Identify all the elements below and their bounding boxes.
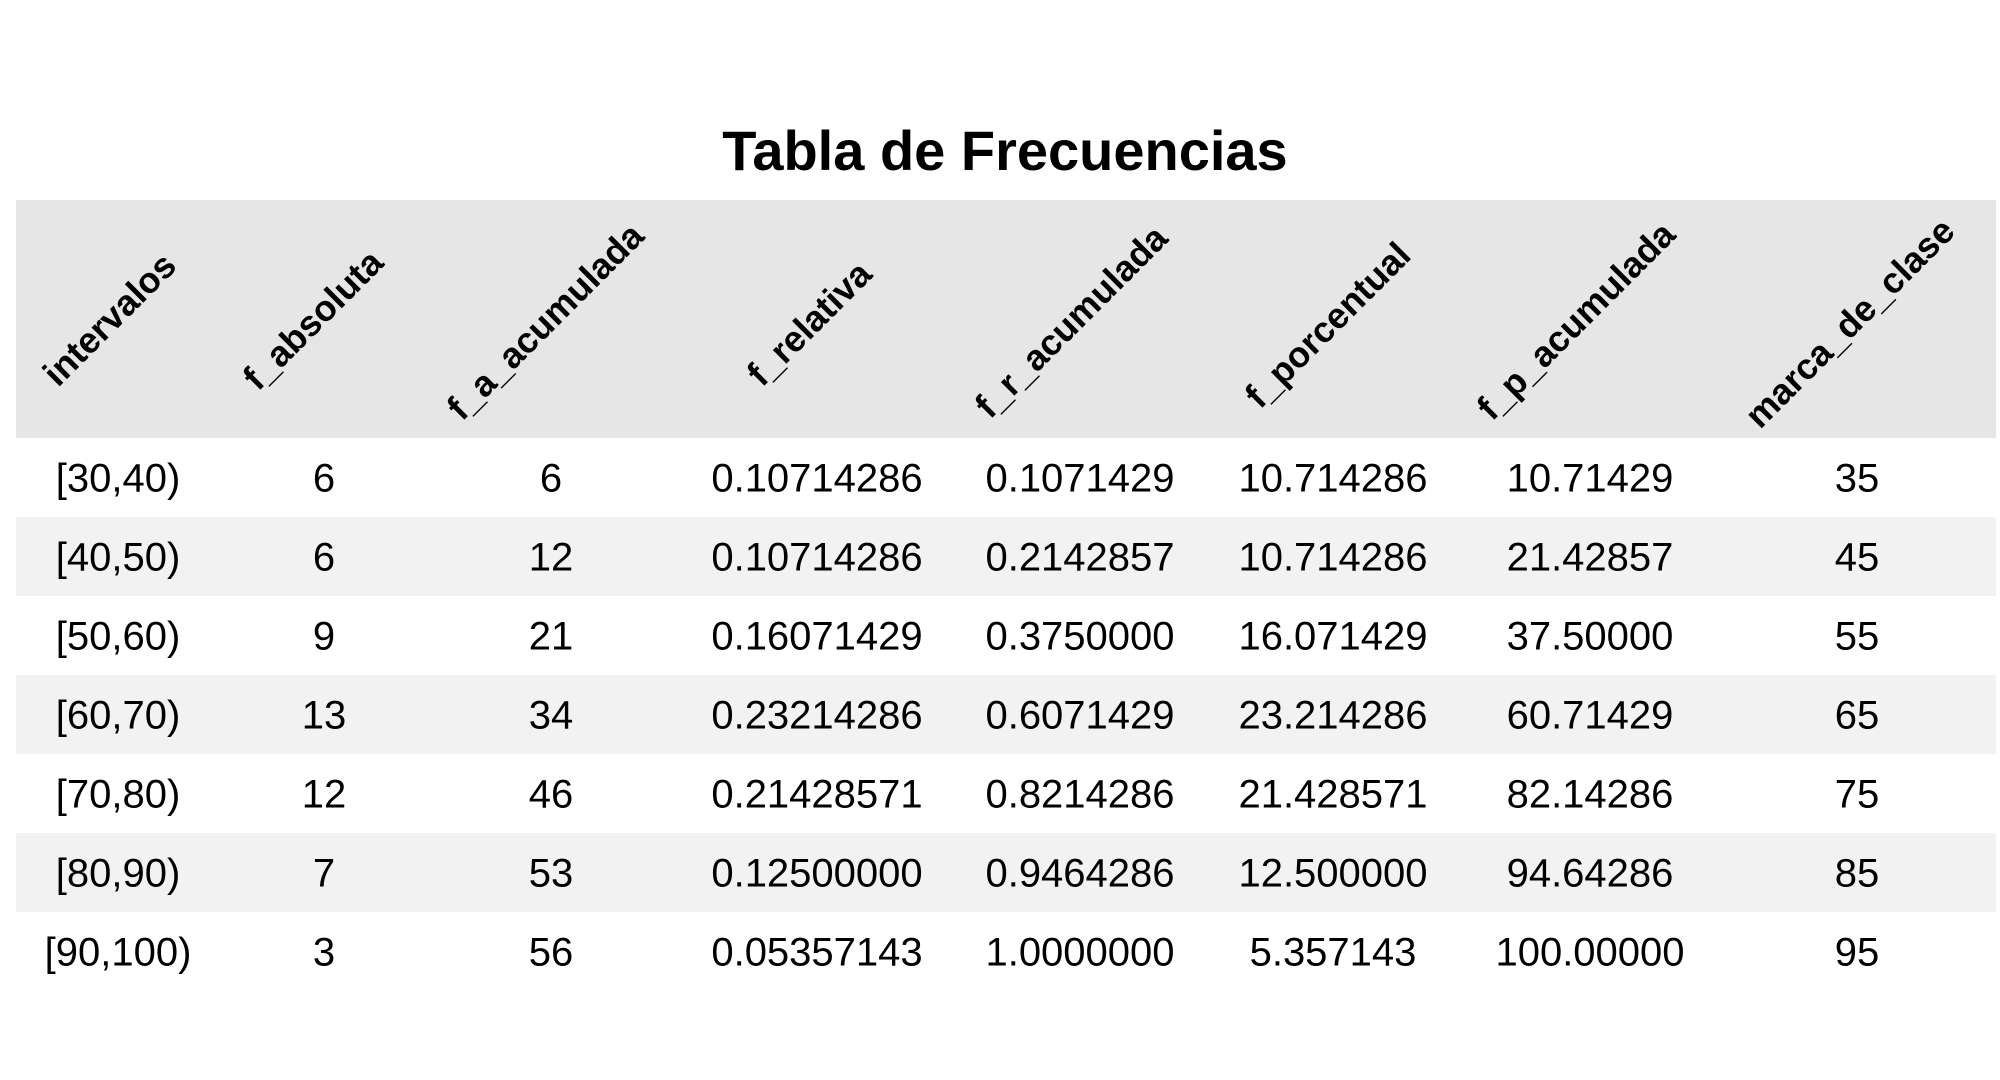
cell-f-p-acumulada: 21.42857 — [1507, 536, 1674, 580]
cell-f-relativa: 0.12500000 — [711, 852, 922, 896]
cell-f-p-acumulada: 100.00000 — [1495, 931, 1684, 975]
cell-f-p-acumulada: 60.71429 — [1507, 694, 1674, 738]
cell-f-p-acumulada: 82.14286 — [1507, 773, 1674, 817]
row-background — [16, 754, 1996, 833]
cell-intervalos: [30,40) — [56, 457, 181, 501]
cell-f-p-acumulada: 37.50000 — [1507, 615, 1674, 659]
row-background — [16, 675, 1996, 754]
table-row: [40,50) 6 12 0.10714286 0.2142857 10.714286 21… — [16, 517, 1996, 596]
cell-f-porcentual: 12.500000 — [1238, 852, 1427, 896]
cell-f-p-acumulada: 10.71429 — [1507, 457, 1674, 501]
cell-marca-de-clase: 35 — [1835, 457, 1880, 501]
table-row: [90,100) 3 56 0.05357143 1.0000000 5.357143 10… — [16, 912, 1996, 991]
cell-f-a-acumulada: 46 — [529, 773, 574, 817]
cell-f-a-acumulada: 6 — [540, 457, 562, 501]
cell-intervalos: [70,80) — [56, 773, 181, 817]
cell-f-absoluta: 6 — [313, 457, 335, 501]
cell-f-p-acumulada: 94.64286 — [1507, 852, 1674, 896]
cell-f-relativa: 0.21428571 — [711, 773, 922, 817]
cell-intervalos: [80,90) — [56, 852, 181, 896]
cell-f-r-acumulada: 1.0000000 — [985, 931, 1174, 975]
cell-f-r-acumulada: 0.3750000 — [985, 615, 1174, 659]
cell-f-r-acumulada: 0.2142857 — [985, 536, 1174, 580]
cell-f-r-acumulada: 0.8214286 — [985, 773, 1174, 817]
table-row: [60,70) 13 34 0.23214286 0.6071429 23.214286 6… — [16, 675, 1996, 754]
row-background — [16, 596, 1996, 675]
cell-f-relativa: 0.05357143 — [711, 931, 922, 975]
table-body: [30,40) 6 6 0.10714286 0.1071429 10.714286 10.… — [16, 438, 1996, 991]
row-background — [16, 833, 1996, 912]
cell-f-relativa: 0.10714286 — [711, 457, 922, 501]
cell-intervalos: [40,50) — [56, 536, 181, 580]
table-row: [50,60) 9 21 0.16071429 0.3750000 16.071429 37… — [16, 596, 1996, 675]
cell-f-relativa: 0.10714286 — [711, 536, 922, 580]
cell-f-relativa: 0.23214286 — [711, 694, 922, 738]
cell-f-absoluta: 3 — [313, 931, 335, 975]
table-title: Tabla de Frecuencias — [722, 119, 1287, 182]
cell-f-porcentual: 10.714286 — [1238, 457, 1427, 501]
cell-f-r-acumulada: 0.1071429 — [985, 457, 1174, 501]
cell-intervalos: [50,60) — [56, 615, 181, 659]
row-background — [16, 517, 1996, 596]
cell-f-porcentual: 21.428571 — [1238, 773, 1427, 817]
cell-marca-de-clase: 95 — [1835, 931, 1880, 975]
cell-intervalos: [60,70) — [56, 694, 181, 738]
cell-f-absoluta: 9 — [313, 615, 335, 659]
cell-intervalos: [90,100) — [45, 931, 192, 975]
row-background — [16, 438, 1996, 517]
cell-marca-de-clase: 55 — [1835, 615, 1880, 659]
cell-marca-de-clase: 85 — [1835, 852, 1880, 896]
cell-f-porcentual: 10.714286 — [1238, 536, 1427, 580]
table-row: [80,90) 7 53 0.12500000 0.9464286 12.500000 94… — [16, 833, 1996, 912]
cell-marca-de-clase: 45 — [1835, 536, 1880, 580]
cell-f-a-acumulada: 12 — [529, 536, 574, 580]
cell-f-absoluta: 13 — [302, 694, 347, 738]
cell-f-a-acumulada: 56 — [529, 931, 574, 975]
cell-f-a-acumulada: 21 — [529, 615, 574, 659]
cell-f-absoluta: 7 — [313, 852, 335, 896]
cell-f-porcentual: 23.214286 — [1238, 694, 1427, 738]
cell-marca-de-clase: 75 — [1835, 773, 1880, 817]
cell-f-porcentual: 16.071429 — [1238, 615, 1427, 659]
table-header: intervalos f_absoluta f_a_acumulada f_relat… — [16, 200, 1996, 438]
header-background — [16, 200, 1996, 438]
cell-f-porcentual: 5.357143 — [1250, 931, 1417, 975]
row-background — [16, 912, 1996, 991]
table-row: [70,80) 12 46 0.21428571 0.8214286 21.428571 8… — [16, 754, 1996, 833]
cell-f-relativa: 0.16071429 — [711, 615, 922, 659]
cell-f-a-acumulada: 34 — [529, 694, 574, 738]
cell-f-absoluta: 6 — [313, 536, 335, 580]
cell-marca-de-clase: 65 — [1835, 694, 1880, 738]
table-row: [30,40) 6 6 0.10714286 0.1071429 10.714286 10.… — [16, 438, 1996, 517]
cell-f-a-acumulada: 53 — [529, 852, 574, 896]
cell-f-absoluta: 12 — [302, 773, 347, 817]
cell-f-r-acumulada: 0.6071429 — [985, 694, 1174, 738]
cell-f-r-acumulada: 0.9464286 — [985, 852, 1174, 896]
